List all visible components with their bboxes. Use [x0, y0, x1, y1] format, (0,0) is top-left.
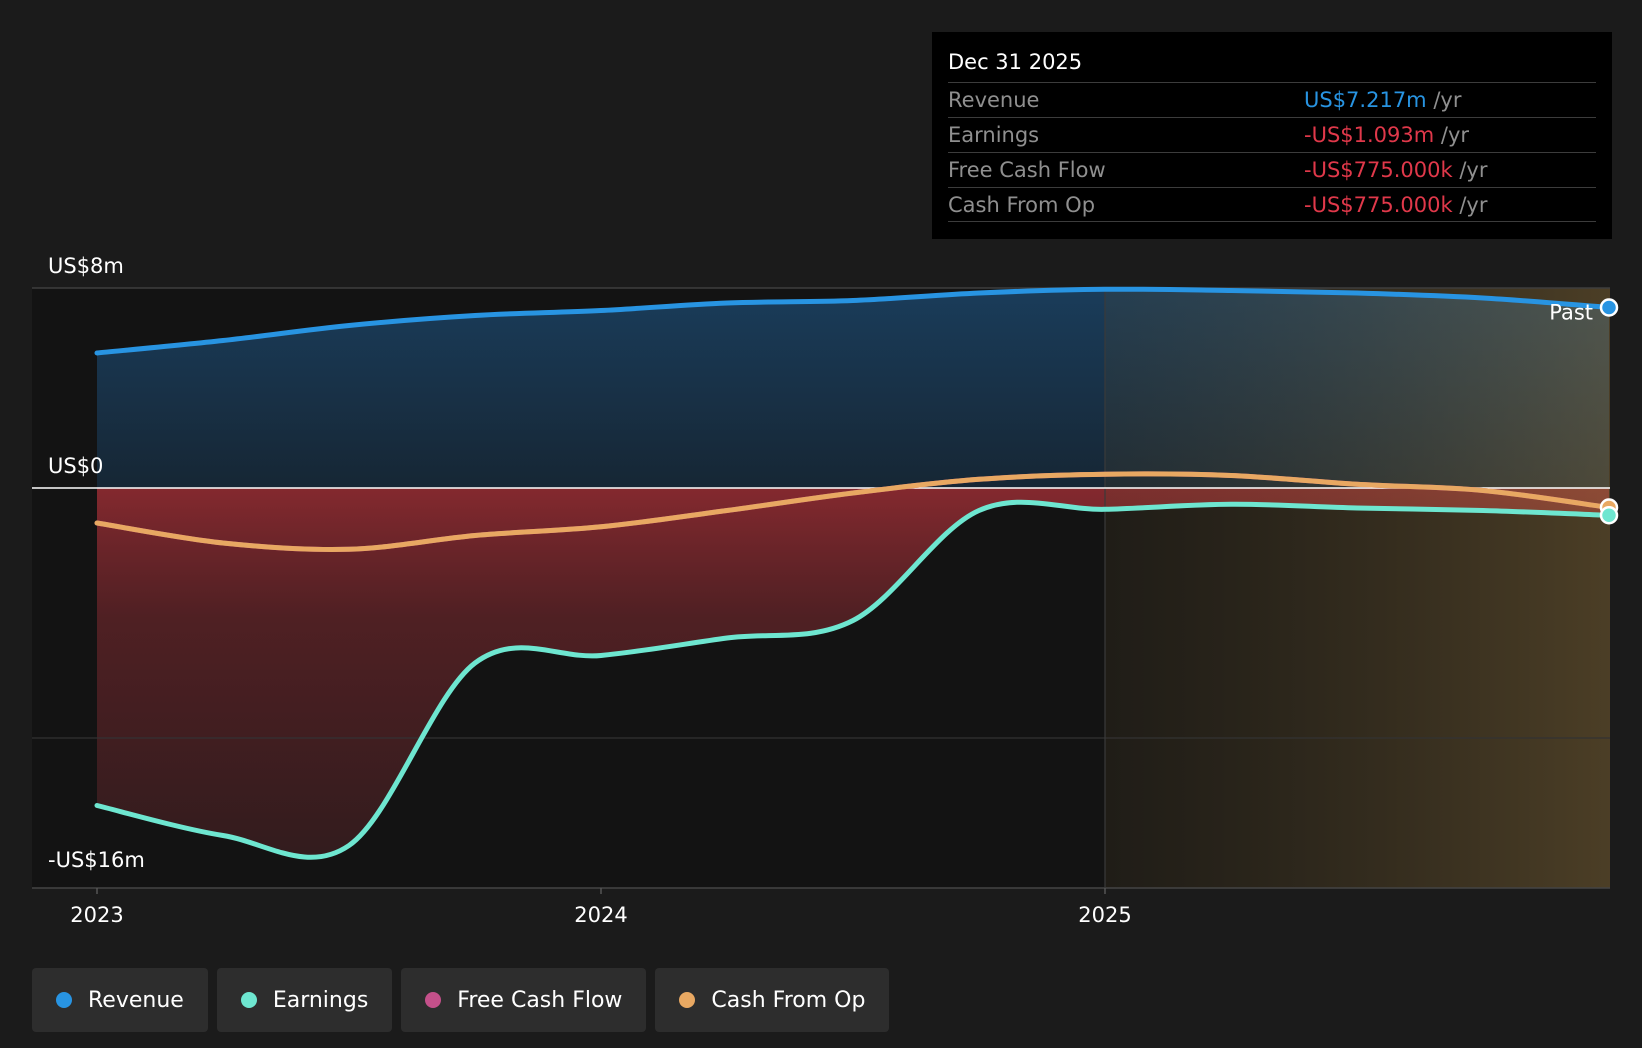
forecast-region [1105, 288, 1610, 888]
x-tick-label: 2023 [70, 903, 123, 927]
legend: Revenue Earnings Free Cash Flow Cash Fro… [32, 968, 890, 1032]
revenue-endpoint [1599, 298, 1619, 317]
free-cash-flow-dot-icon [425, 992, 442, 1008]
y-axis-label: US$8m [48, 254, 124, 278]
x-tick-label: 2024 [574, 903, 627, 927]
tooltip-value: -US$775.000k /yr [1304, 153, 1487, 187]
tooltip-number: -US$775.000k [1304, 193, 1453, 217]
tooltip: Dec 31 2025 Revenue US$7.217m /yr Earnin… [932, 32, 1612, 239]
tooltip-row-cash-from-op: Cash From Op -US$775.000k /yr [948, 187, 1596, 222]
y-axis-label: US$0 [48, 454, 103, 478]
tooltip-unit: /yr [1452, 158, 1488, 182]
tooltip-unit: /yr [1426, 88, 1462, 112]
tooltip-row-revenue: Revenue US$7.217m /yr [948, 82, 1596, 117]
tooltip-label: Earnings [948, 123, 1040, 147]
revenue-line [94, 286, 1612, 356]
legend-label: Revenue [88, 987, 184, 1013]
tooltip-divider [948, 221, 1596, 222]
tooltip-unit: /yr [1452, 193, 1488, 217]
tooltip-label: Cash From Op [948, 193, 1096, 217]
tooltip-unit: /yr [1434, 123, 1470, 147]
tooltip-row-earnings: Earnings -US$1.093m /yr [948, 117, 1596, 152]
tooltip-number: US$7.217m [1304, 88, 1427, 112]
tooltip-value: -US$1.093m /yr [1304, 118, 1469, 152]
y-axis-label: -US$16m [48, 848, 145, 872]
earnings-endpoint [1599, 506, 1619, 525]
tooltip-label: Revenue [948, 88, 1040, 112]
legend-item-free-cash-flow[interactable]: Free Cash Flow [401, 968, 647, 1032]
legend-label: Cash From Op [711, 987, 866, 1013]
legend-item-revenue[interactable]: Revenue [32, 968, 208, 1032]
x-tick-label: 2025 [1078, 903, 1131, 927]
past-label: Past [1549, 301, 1593, 325]
legend-label: Earnings [272, 987, 369, 1013]
earnings-dot-icon [240, 992, 257, 1008]
earnings-line [94, 499, 1612, 860]
tooltip-number: -US$1.093m [1304, 123, 1435, 147]
legend-item-earnings[interactable]: Earnings [216, 968, 393, 1032]
cash-from-op-line [94, 471, 1612, 553]
cash-from-op-dot-icon [679, 992, 696, 1008]
tooltip-value: -US$775.000k /yr [1304, 188, 1487, 222]
tooltip-row-free-cash-flow: Free Cash Flow -US$775.000k /yr [948, 152, 1596, 187]
tooltip-date: Dec 31 2025 [948, 50, 1083, 74]
earnings-area [97, 488, 1609, 858]
tooltip-label: Free Cash Flow [948, 158, 1106, 182]
tooltip-number: -US$775.000k [1304, 158, 1453, 182]
legend-item-cash-from-op[interactable]: Cash From Op [655, 968, 890, 1032]
tooltip-value: US$7.217m /yr [1304, 83, 1461, 117]
legend-label: Free Cash Flow [457, 987, 623, 1013]
revenue-dot-icon [56, 992, 72, 1008]
